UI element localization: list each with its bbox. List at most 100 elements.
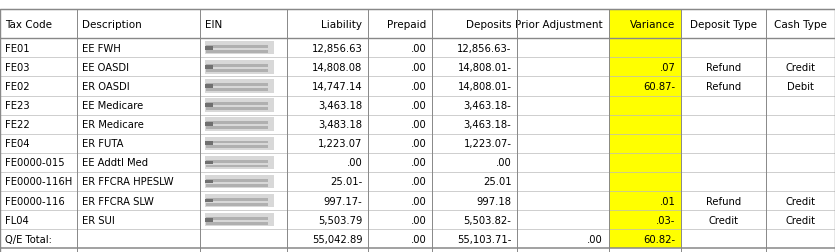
Text: Credit: Credit	[709, 215, 739, 225]
Bar	[368, 191, 433, 210]
Bar	[200, 210, 286, 229]
Text: EE Medicare: EE Medicare	[82, 101, 144, 111]
Text: FE0000-116H: FE0000-116H	[5, 177, 73, 187]
Bar	[609, 134, 681, 153]
Bar	[0, 115, 77, 134]
Bar	[200, 10, 286, 39]
Text: 12,856.63-: 12,856.63-	[457, 44, 512, 54]
Text: ER FUTA: ER FUTA	[82, 139, 124, 149]
Text: FE03: FE03	[5, 62, 29, 73]
Bar	[368, 10, 433, 39]
Bar	[286, 134, 368, 153]
Bar	[609, 96, 681, 115]
Bar	[205, 42, 274, 55]
Bar	[205, 85, 213, 88]
Bar	[766, 210, 835, 229]
Bar	[206, 89, 267, 92]
Bar	[286, 153, 368, 172]
Bar	[206, 160, 267, 163]
Text: 14,808.01-: 14,808.01-	[458, 62, 512, 73]
Text: 14,808.01-: 14,808.01-	[458, 82, 512, 92]
Bar	[681, 58, 766, 77]
Text: 1,223.07-: 1,223.07-	[463, 139, 512, 149]
Bar	[368, 77, 433, 96]
Bar	[206, 203, 267, 206]
Bar	[368, 115, 433, 134]
Text: .00: .00	[411, 234, 427, 244]
Bar	[77, 115, 200, 134]
Text: FL04: FL04	[5, 215, 28, 225]
Text: Variance: Variance	[630, 20, 676, 29]
Bar	[609, 153, 681, 172]
Text: 3,463.18: 3,463.18	[318, 101, 362, 111]
Text: ER Medicare: ER Medicare	[82, 120, 144, 130]
Bar	[286, 229, 368, 248]
Bar	[681, 210, 766, 229]
Text: Q/E Total:: Q/E Total:	[5, 234, 52, 244]
Bar	[0, 191, 77, 210]
Bar	[609, 10, 681, 39]
Bar	[518, 229, 609, 248]
Bar	[206, 46, 267, 49]
Text: .00: .00	[411, 44, 427, 54]
Text: FE0000-116: FE0000-116	[5, 196, 65, 206]
Bar	[518, 115, 609, 134]
Bar	[518, 39, 609, 58]
Bar	[518, 134, 609, 153]
Bar	[609, 210, 681, 229]
Bar	[433, 153, 518, 172]
Text: .07: .07	[660, 62, 676, 73]
Bar	[368, 96, 433, 115]
Bar	[205, 47, 213, 50]
Bar	[609, 172, 681, 191]
Bar	[286, 96, 368, 115]
Bar	[205, 118, 274, 131]
Text: 3,463.18-: 3,463.18-	[463, 120, 512, 130]
Bar	[368, 210, 433, 229]
Text: Cash Type: Cash Type	[774, 20, 827, 29]
Bar	[206, 108, 267, 111]
Bar	[0, 96, 77, 115]
Bar	[433, 58, 518, 77]
Text: Deposit Type: Deposit Type	[691, 20, 757, 29]
Bar	[766, 172, 835, 191]
Text: .00: .00	[411, 101, 427, 111]
Bar	[368, 153, 433, 172]
Text: 55,042.89: 55,042.89	[311, 234, 362, 244]
Bar	[206, 141, 267, 144]
Bar	[286, 115, 368, 134]
Bar	[77, 210, 200, 229]
Bar	[205, 194, 274, 207]
Bar	[681, 39, 766, 58]
Text: Prior Adjustment: Prior Adjustment	[515, 20, 603, 29]
Text: Credit: Credit	[786, 62, 816, 73]
Bar	[200, 115, 286, 134]
Bar	[205, 61, 274, 74]
Bar	[518, 77, 609, 96]
Bar	[286, 77, 368, 96]
Text: EE Addtl Med: EE Addtl Med	[82, 158, 149, 168]
Bar	[205, 213, 274, 227]
Text: EE OASDI: EE OASDI	[82, 62, 129, 73]
Text: .00: .00	[411, 158, 427, 168]
Text: FE0000-015: FE0000-015	[5, 158, 64, 168]
Text: Refund: Refund	[706, 82, 741, 92]
Text: 60.82-: 60.82-	[644, 234, 676, 244]
Bar	[433, 191, 518, 210]
Bar	[433, 229, 518, 248]
Bar	[200, 77, 286, 96]
Text: 25.01-: 25.01-	[330, 177, 362, 187]
Bar	[200, 191, 286, 210]
Bar	[0, 58, 77, 77]
Bar	[368, 39, 433, 58]
Bar	[518, 96, 609, 115]
Text: FE22: FE22	[5, 120, 30, 130]
Bar	[205, 156, 274, 169]
Bar	[205, 199, 213, 203]
Text: FE04: FE04	[5, 139, 29, 149]
Bar	[77, 172, 200, 191]
Bar	[200, 153, 286, 172]
Bar	[200, 58, 286, 77]
Bar	[206, 51, 267, 54]
Bar	[609, 115, 681, 134]
